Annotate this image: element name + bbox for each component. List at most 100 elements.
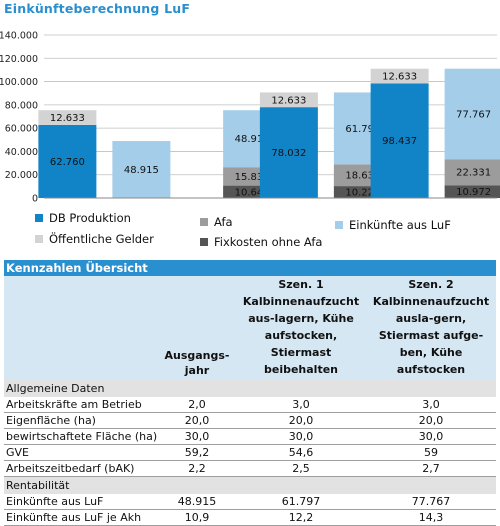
bar-segment-fix-income-2	[333, 186, 392, 198]
header-empty	[4, 276, 158, 380]
bar-segment-og-revenue-0	[38, 110, 97, 125]
data-label-db: 78.032	[271, 148, 306, 159]
legend-swatch-db	[35, 214, 43, 222]
data-label-og: 12.633	[382, 72, 417, 83]
cell-value: 2,5	[236, 460, 366, 477]
y-tick-label: 100.000	[0, 77, 38, 88]
stacked-bar-chart: 0 20.000 40.000 60.000 80.000 100.000 120.000 1…	[0, 31, 500, 205]
chart-legend: DB Produktion Öffentliche Gelder Afa Fix…	[0, 208, 500, 258]
legend-label-afa: Afa	[214, 215, 233, 229]
cell-value: 30,0	[366, 428, 497, 445]
y-tick-label: 40.000	[5, 147, 38, 158]
data-label-eink: 77.767	[456, 109, 491, 120]
row-label: bewirtschaftete Fläche (ha)	[4, 428, 158, 445]
row-label: Einkünfte aus LuF je Akh	[4, 509, 158, 526]
legend-swatch-afa	[200, 218, 208, 226]
legend-item-afa: Afa	[200, 215, 233, 229]
row-label: Arbeitskräfte am Betrieb	[4, 397, 158, 413]
row-label: GVE	[4, 444, 158, 461]
bar-segment-db-revenue-3	[370, 83, 429, 198]
data-label-eink: 48.915	[235, 134, 270, 145]
cell-value: 10,9	[158, 509, 236, 526]
cell-value: 2,7	[366, 460, 497, 477]
table-row: Einkünfte aus LuF 48.915 61.797 77.767	[4, 494, 497, 510]
row-label: Eigenfläche (ha)	[4, 412, 158, 429]
legend-swatch-og	[35, 235, 43, 243]
section-title: Allgemeine Daten	[4, 380, 497, 397]
bar-segment-eink-income-0	[112, 141, 171, 198]
section-title: Rentabilität	[4, 476, 497, 494]
table-title: Kennzahlen Übersicht	[4, 260, 497, 276]
table-row: Einkünfte aus LuF je Akh 10,9 12,2 14,3	[4, 509, 497, 526]
bar-segment-eink-income-3	[444, 68, 500, 160]
data-label-afa: 15.831	[235, 172, 270, 183]
cell-value: 59,2	[158, 444, 236, 461]
legend-item-einkuenfte: Einkünfte aus LuF	[335, 218, 451, 232]
y-tick-label: 60.000	[5, 124, 38, 135]
data-label-db: 98.437	[382, 136, 417, 147]
y-tick-label: 20.000	[5, 170, 38, 181]
cell-value: 14,3	[366, 509, 497, 526]
table-row: Eigenfläche (ha) 20,0 20,0 20,0	[4, 412, 497, 429]
section-row-rentabilitaet: Rentabilität	[4, 476, 497, 494]
table-header-row: Ausgangs-jahr Szen. 1 Kalbinnenaufzucht …	[4, 276, 497, 380]
kennzahlen-table: Kennzahlen Übersicht Ausgangs-jahr Szen.…	[4, 260, 497, 526]
legend-label-eink: Einkünfte aus LuF	[349, 218, 451, 232]
y-tick-label: 0	[32, 194, 38, 205]
y-tick-label: 120.000	[0, 54, 38, 65]
cell-value: 30,0	[158, 428, 236, 445]
row-label: Einkünfte aus LuF	[4, 494, 158, 510]
legend-item-fixkosten: Fixkosten ohne Afa	[200, 235, 322, 249]
bar-segment-og-revenue-2	[259, 92, 318, 108]
bar-segment-db-revenue-0	[38, 124, 97, 198]
data-label-og: 12.633	[271, 95, 306, 106]
y-tick-label: 80.000	[5, 100, 38, 111]
header-ausgangsjahr: Ausgangs-jahr	[158, 276, 236, 380]
data-label-afa: 22.331	[456, 168, 491, 179]
data-label-fix: 10.227	[345, 188, 380, 199]
cell-value: 48.915	[158, 494, 236, 510]
cell-value: 59	[366, 444, 497, 461]
cell-value: 20,0	[366, 412, 497, 429]
data-label-eink: 48.915	[124, 165, 159, 176]
data-label-og: 12.633	[50, 113, 85, 124]
data-label-db: 62.760	[50, 157, 85, 168]
page-title: Einkünfteberechnung LuF	[4, 1, 191, 16]
cell-value: 3,0	[236, 397, 366, 413]
legend-item-db-produktion: DB Produktion	[35, 211, 131, 225]
cell-value: 30,0	[236, 428, 366, 445]
table-row: GVE 59,2 54,6 59	[4, 444, 497, 461]
y-tick-label: 140.000	[0, 31, 38, 42]
cell-value: 2,2	[158, 460, 236, 477]
cell-value: 54,6	[236, 444, 366, 461]
table-title-row: Kennzahlen Übersicht	[4, 260, 497, 276]
bar-segment-fix-income-3	[444, 185, 500, 198]
bar-segment-db-revenue-2	[259, 107, 318, 198]
legend-swatch-fix	[200, 238, 208, 246]
table-row: Arbeitskräfte am Betrieb 2,0 3,0 3,0	[4, 397, 497, 413]
legend-swatch-eink	[335, 221, 343, 229]
header-szenario-1: Szen. 1 Kalbinnenaufzucht aus-lagern, Kü…	[236, 276, 366, 380]
cell-value: 20,0	[158, 412, 236, 429]
cell-value: 20,0	[236, 412, 366, 429]
data-label-eink: 61.797	[345, 124, 380, 135]
header-szenario-2: Szen. 2 Kalbinnenaufzucht ausla-gern, St…	[366, 276, 497, 380]
cell-value: 61.797	[236, 494, 366, 510]
legend-item-oeffentliche-gelder: Öffentliche Gelder	[35, 232, 154, 246]
bar-segment-afa-income-3	[444, 159, 500, 186]
data-label-fix: 10.647	[235, 187, 270, 198]
table-row: Arbeitszeitbedarf (bAK) 2,2 2,5 2,7	[4, 460, 497, 477]
data-label-fix: 10.972	[456, 187, 491, 198]
legend-label-og: Öffentliche Gelder	[49, 232, 154, 246]
legend-label-db: DB Produktion	[49, 211, 131, 225]
row-label: Arbeitszeitbedarf (bAK)	[4, 460, 158, 477]
table-row: bewirtschaftete Fläche (ha) 30,0 30,0 30…	[4, 428, 497, 445]
cell-value: 77.767	[366, 494, 497, 510]
bar-segment-og-revenue-3	[370, 68, 429, 84]
cell-value: 3,0	[366, 397, 497, 413]
legend-label-fix: Fixkosten ohne Afa	[214, 235, 323, 249]
cell-value: 2,0	[158, 397, 236, 413]
cell-value: 12,2	[236, 509, 366, 526]
section-row-allgemeine-daten: Allgemeine Daten	[4, 380, 497, 397]
data-label-afa: 18.631	[345, 171, 380, 182]
